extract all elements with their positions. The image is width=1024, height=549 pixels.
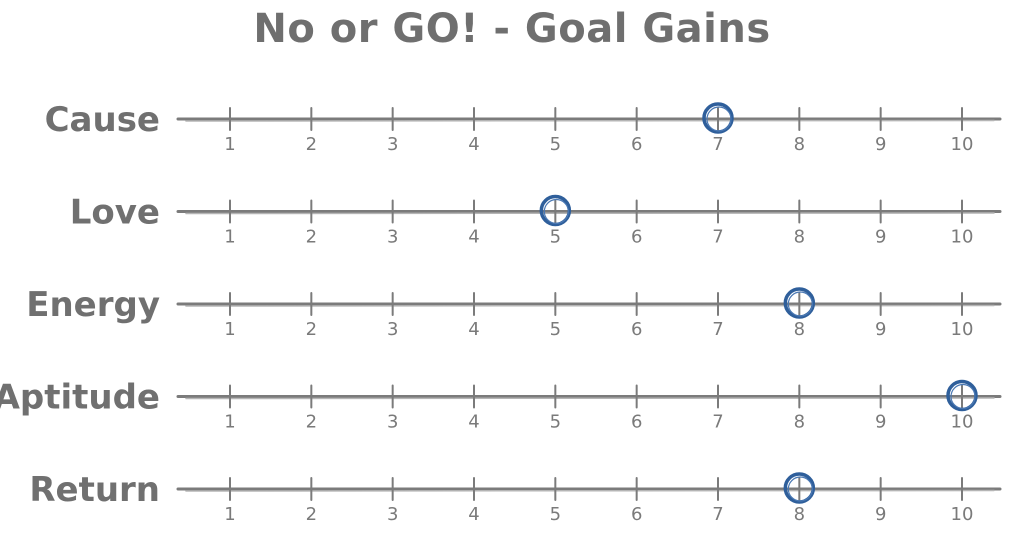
tick-label-energy-6: 6 (631, 319, 642, 340)
tick-label-return-3: 3 (387, 504, 398, 525)
value-marker-aptitude (946, 379, 978, 412)
value-marker-love (539, 194, 572, 227)
row-label-energy: Energy (26, 285, 160, 325)
tick-label-return-9: 9 (875, 504, 886, 525)
tick-label-love-10: 10 (951, 227, 974, 248)
tick-label-love-8: 8 (794, 227, 805, 248)
tick-label-love-4: 4 (468, 227, 479, 248)
tick-label-energy-10: 10 (951, 319, 974, 340)
tick-label-return-2: 2 (306, 504, 317, 525)
axis-line-shadow-return (185, 489, 995, 492)
tick-label-energy-1: 1 (224, 319, 235, 340)
tick-label-cause-2: 2 (306, 134, 317, 155)
tick-label-cause-6: 6 (631, 134, 642, 155)
tick-label-energy-7: 7 (712, 319, 723, 340)
row-label-love: Love (70, 193, 160, 233)
tick-label-energy-9: 9 (875, 319, 886, 340)
tick-label-return-5: 5 (550, 504, 561, 525)
tick-label-cause-4: 4 (468, 134, 479, 155)
tick-label-return-1: 1 (224, 504, 235, 525)
tick-label-aptitude-5: 5 (550, 412, 561, 433)
axis-line-shadow-aptitude (185, 397, 995, 400)
row-label-aptitude: Aptitude (0, 378, 160, 418)
axis-line-shadow-love (185, 212, 995, 215)
value-marker-inner-energy (787, 291, 813, 317)
value-marker-energy (783, 287, 816, 319)
value-marker-cause (702, 102, 734, 134)
tick-label-aptitude-4: 4 (468, 412, 479, 433)
axis-line-shadow-energy (185, 304, 995, 307)
tick-label-return-6: 6 (631, 504, 642, 525)
tick-label-love-7: 7 (712, 227, 723, 248)
tick-label-love-1: 1 (224, 227, 235, 248)
tick-label-cause-9: 9 (875, 134, 886, 155)
tick-label-aptitude-8: 8 (794, 412, 805, 433)
tick-label-energy-2: 2 (306, 319, 317, 340)
tick-label-love-9: 9 (875, 227, 886, 248)
tick-label-love-6: 6 (631, 227, 642, 248)
tick-label-return-4: 4 (468, 504, 479, 525)
chart-title: No or GO! - Goal Gains (253, 6, 771, 52)
tick-label-aptitude-6: 6 (631, 412, 642, 433)
tick-label-energy-5: 5 (550, 319, 561, 340)
value-marker-inner-cause (706, 106, 732, 132)
value-marker-return (783, 472, 816, 504)
tick-label-aptitude-10: 10 (951, 412, 974, 433)
tick-label-love-5: 5 (550, 227, 561, 248)
tick-label-return-7: 7 (712, 504, 723, 525)
tick-label-aptitude-1: 1 (224, 412, 235, 433)
tick-label-cause-10: 10 (951, 134, 974, 155)
value-marker-inner-return (787, 476, 813, 502)
tick-label-aptitude-2: 2 (306, 412, 317, 433)
tick-label-aptitude-3: 3 (387, 412, 398, 433)
tick-label-love-3: 3 (387, 227, 398, 248)
axis-line-shadow-cause (185, 119, 995, 122)
row-label-return: Return (29, 470, 160, 510)
tick-label-cause-1: 1 (224, 134, 235, 155)
tick-label-energy-3: 3 (387, 319, 398, 340)
tick-label-return-8: 8 (794, 504, 805, 525)
tick-label-cause-5: 5 (550, 134, 561, 155)
tick-label-love-2: 2 (306, 227, 317, 248)
row-label-cause: Cause (45, 100, 160, 140)
value-marker-inner-aptitude (950, 383, 976, 410)
tick-label-energy-8: 8 (794, 319, 805, 340)
tick-label-aptitude-9: 9 (875, 412, 886, 433)
tick-label-cause-7: 7 (712, 134, 723, 155)
value-marker-inner-love (543, 198, 569, 225)
tick-label-aptitude-7: 7 (712, 412, 723, 433)
tick-label-cause-8: 8 (794, 134, 805, 155)
tick-label-energy-4: 4 (468, 319, 479, 340)
tick-label-cause-3: 3 (387, 134, 398, 155)
tick-label-return-10: 10 (951, 504, 974, 525)
